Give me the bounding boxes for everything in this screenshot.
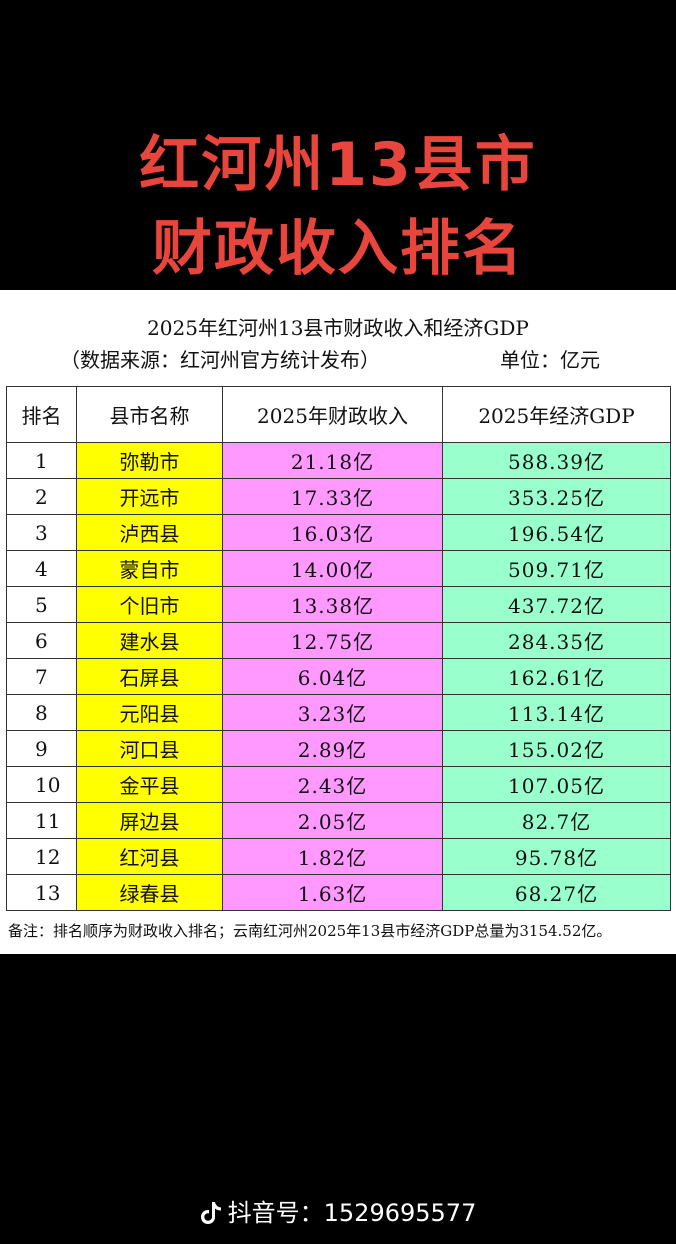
header-name: 县市名称 xyxy=(76,386,223,443)
county-name-cell: 蒙自市 xyxy=(76,550,223,587)
header-finance: 2025年财政收入 xyxy=(222,386,443,443)
county-name-cell: 弥勒市 xyxy=(76,442,223,479)
headline-line-1: 红河州13县市 xyxy=(139,130,537,200)
county-name-cell: 元阳县 xyxy=(76,694,223,731)
ranking-sheet: 2025年红河州13县市财政收入和经济GDP （数据来源：红河州官方统计发布） … xyxy=(0,290,676,954)
rank-cell: 4 xyxy=(6,550,77,587)
table-row: 11 屏边县 2.05亿 82.7亿 xyxy=(6,802,671,839)
county-name-cell: 石屏县 xyxy=(76,658,223,695)
table-row: 9 河口县 2.89亿 155.02亿 xyxy=(6,730,671,767)
county-name-cell: 金平县 xyxy=(76,766,223,803)
county-name-cell: 绿春县 xyxy=(76,874,223,911)
finance-revenue-cell: 2.43亿 xyxy=(222,766,443,803)
finance-revenue-cell: 2.89亿 xyxy=(222,730,443,767)
table-row: 12 红河县 1.82亿 95.78亿 xyxy=(6,838,671,875)
finance-revenue-cell: 3.23亿 xyxy=(222,694,443,731)
finance-revenue-cell: 2.05亿 xyxy=(222,802,443,839)
sheet-title: 2025年红河州13县市财政收入和经济GDP xyxy=(147,316,529,340)
header-gdp: 2025年经济GDP xyxy=(442,386,671,443)
rank-cell: 3 xyxy=(6,514,77,551)
rank-cell: 9 xyxy=(6,730,77,767)
rank-cell: 12 xyxy=(6,838,77,875)
table-row: 1 弥勒市 21.18亿 588.39亿 xyxy=(6,442,671,479)
footer-account: 抖音号：1529695577 xyxy=(0,1193,676,1228)
gdp-cell: 284.35亿 xyxy=(442,622,671,659)
finance-revenue-cell: 17.33亿 xyxy=(222,478,443,515)
finance-revenue-cell: 1.82亿 xyxy=(222,838,443,875)
gdp-cell: 162.61亿 xyxy=(442,658,671,695)
finance-revenue-cell: 14.00亿 xyxy=(222,550,443,587)
county-name-cell: 个旧市 xyxy=(76,586,223,623)
finance-revenue-cell: 12.75亿 xyxy=(222,622,443,659)
gdp-cell: 155.02亿 xyxy=(442,730,671,767)
gdp-cell: 82.7亿 xyxy=(442,802,671,839)
county-name-cell: 河口县 xyxy=(76,730,223,767)
rank-cell: 8 xyxy=(6,694,77,731)
county-name-cell: 泸西县 xyxy=(76,514,223,551)
table-row: 6 建水县 12.75亿 284.35亿 xyxy=(6,622,671,659)
county-name-cell: 红河县 xyxy=(76,838,223,875)
header-rank: 排名 xyxy=(6,386,77,443)
gdp-cell: 68.27亿 xyxy=(442,874,671,911)
headline-line-2: 财政收入排名 xyxy=(152,214,524,284)
gdp-cell: 509.71亿 xyxy=(442,550,671,587)
ranking-table: 排名 县市名称 2025年财政收入 2025年经济GDP 1 弥勒市 21.18亿 5… xyxy=(6,386,671,911)
gdp-cell: 437.72亿 xyxy=(442,586,671,623)
county-name-cell: 屏边县 xyxy=(76,802,223,839)
gdp-cell: 196.54亿 xyxy=(442,514,671,551)
table-row: 8 元阳县 3.23亿 113.14亿 xyxy=(6,694,671,731)
finance-revenue-cell: 16.03亿 xyxy=(222,514,443,551)
unit-label: 单位：亿元 xyxy=(500,348,600,372)
finance-revenue-cell: 13.38亿 xyxy=(222,586,443,623)
footnote: 备注：排名顺序为财政收入排名；云南红河州2025年13县市经济GDP总量为315… xyxy=(8,922,612,940)
table-header-row: 排名 县市名称 2025年财政收入 2025年经济GDP xyxy=(6,386,671,443)
table-row: 13 绿春县 1.63亿 68.27亿 xyxy=(6,874,671,911)
rank-cell: 5 xyxy=(6,586,77,623)
rank-cell: 11 xyxy=(6,802,77,839)
gdp-cell: 353.25亿 xyxy=(442,478,671,515)
table-row: 2 开远市 17.33亿 353.25亿 xyxy=(6,478,671,515)
gdp-cell: 588.39亿 xyxy=(442,442,671,479)
gdp-cell: 113.14亿 xyxy=(442,694,671,731)
table-row: 10 金平县 2.43亿 107.05亿 xyxy=(6,766,671,803)
finance-revenue-cell: 21.18亿 xyxy=(222,442,443,479)
finance-revenue-cell: 1.63亿 xyxy=(222,874,443,911)
table-row: 3 泸西县 16.03亿 196.54亿 xyxy=(6,514,671,551)
table-body: 1 弥勒市 21.18亿 588.39亿 2 开远市 17.33亿 353.25亿 3 泸西县 16… xyxy=(6,442,671,911)
rank-cell: 13 xyxy=(6,874,77,911)
rank-cell: 10 xyxy=(6,766,77,803)
gdp-cell: 107.05亿 xyxy=(442,766,671,803)
account-id: 抖音号：1529695577 xyxy=(227,1199,477,1227)
rank-cell: 7 xyxy=(6,658,77,695)
county-name-cell: 建水县 xyxy=(76,622,223,659)
table-row: 4 蒙自市 14.00亿 509.71亿 xyxy=(6,550,671,587)
rank-cell: 1 xyxy=(6,442,77,479)
rank-cell: 6 xyxy=(6,622,77,659)
county-name-cell: 开远市 xyxy=(76,478,223,515)
rank-cell: 2 xyxy=(6,478,77,515)
data-source: （数据来源：红河州官方统计发布） xyxy=(60,348,380,372)
table-row: 5 个旧市 13.38亿 437.72亿 xyxy=(6,586,671,623)
douyin-note-icon xyxy=(200,1201,222,1225)
finance-revenue-cell: 6.04亿 xyxy=(222,658,443,695)
table-row: 7 石屏县 6.04亿 162.61亿 xyxy=(6,658,671,695)
gdp-cell: 95.78亿 xyxy=(442,838,671,875)
